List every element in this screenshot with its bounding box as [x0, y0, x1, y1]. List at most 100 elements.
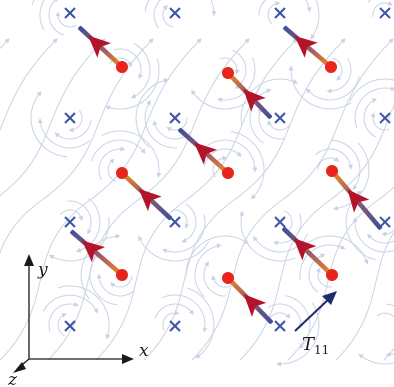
y-axis-label: y [37, 260, 48, 280]
annotation-label: T11 [302, 334, 329, 357]
streamline [332, 57, 343, 81]
streamline [0, 38, 10, 50]
streamline-field [0, 0, 394, 367]
cross-stroke [274, 216, 286, 228]
streamline [60, 209, 84, 222]
streamline [315, 267, 333, 288]
streamline [267, 119, 291, 131]
cross-icon [169, 320, 181, 332]
streamline [166, 117, 188, 132]
streamline [330, 139, 361, 191]
streamline [352, 216, 394, 253]
z-axis-arrowhead [13, 362, 26, 373]
dot-icon [222, 67, 234, 79]
streamline [80, 233, 121, 300]
streamline [310, 0, 320, 40]
dot-icon [116, 269, 128, 281]
streamline [219, 57, 240, 75]
streamline [57, 285, 111, 340]
cross-stroke [379, 7, 391, 19]
streamline [162, 4, 174, 28]
streamline [95, 38, 298, 361]
streamline [68, 109, 83, 133]
rod-body [283, 25, 332, 69]
streamline [315, 148, 353, 170]
streamline [153, 0, 162, 29]
streamline [191, 38, 394, 361]
arrowhead-icon [294, 35, 318, 58]
arrowhead-icon [194, 142, 218, 165]
cross-icon [169, 216, 181, 228]
dot-icon [326, 269, 338, 281]
streamline [154, 303, 194, 319]
streamline [143, 38, 346, 361]
cross-stroke [64, 216, 76, 228]
cross-stroke [169, 216, 181, 228]
cross-stroke [274, 320, 286, 332]
cross-stroke [274, 112, 286, 124]
cross-stroke [169, 7, 181, 19]
streamline [386, 303, 394, 307]
streamline [317, 156, 340, 170]
cross-icon [379, 7, 391, 19]
streamline [207, 139, 258, 173]
streamline [308, 253, 326, 293]
streamline [326, 58, 352, 94]
rod-body [70, 229, 123, 277]
cross-stroke [379, 216, 391, 228]
streamline [161, 294, 208, 333]
streamline [349, 78, 394, 102]
rod-arrow-icon [116, 167, 172, 221]
cross-icon [274, 320, 286, 332]
rod-body [121, 171, 172, 221]
streamline [231, 131, 265, 200]
streamline [305, 0, 312, 13]
arrowhead-icon [138, 188, 162, 212]
annotation-arrow-line [294, 296, 332, 332]
streamline [372, 0, 393, 17]
streamline [239, 210, 296, 262]
streamline [110, 276, 133, 288]
streamline [239, 104, 394, 361]
rod-body [178, 127, 229, 175]
streamline [144, 0, 150, 12]
streamline [249, 88, 272, 144]
rod-arrow-icon [222, 272, 274, 324]
annotation-subscript: 11 [314, 343, 329, 357]
annotation-symbol: T [302, 334, 316, 355]
streamline [130, 43, 151, 99]
rod-arrow-icon [178, 127, 234, 179]
streamline [216, 57, 256, 103]
streamline [335, 231, 394, 361]
arrowhead-icon [347, 189, 370, 213]
streamline [299, 244, 346, 281]
streamline [89, 253, 117, 306]
cross-icon [64, 216, 76, 228]
axes-triad: y x z [7, 254, 149, 387]
streamline [48, 301, 79, 332]
streamline [194, 243, 222, 298]
arrowhead-icon [293, 238, 317, 261]
annotation-arrowhead [322, 291, 337, 305]
rod-arrow-icon [283, 25, 337, 73]
streamline [210, 0, 217, 17]
streamline [257, 107, 285, 140]
cross-stroke [169, 320, 181, 332]
streamline [138, 235, 210, 262]
rod-arrow-icon [282, 226, 338, 281]
arrowhead-icon [81, 240, 106, 263]
dot-icon [222, 272, 234, 284]
streamline [48, 0, 65, 36]
streamline [67, 200, 92, 235]
cross-icon [64, 112, 76, 124]
streamline [187, 287, 215, 359]
streamline [332, 142, 370, 211]
streamline [306, 76, 360, 101]
dot-icon [116, 61, 128, 73]
arrowhead-icon [88, 35, 112, 58]
cross-stroke [169, 112, 181, 124]
streamline [90, 139, 146, 162]
cross-stroke [64, 320, 76, 332]
